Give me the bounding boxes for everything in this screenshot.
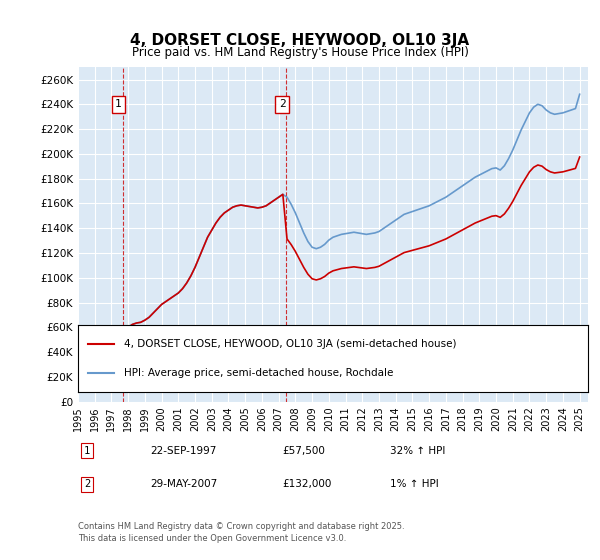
Text: 1: 1 <box>84 446 90 456</box>
Text: 2: 2 <box>279 99 286 109</box>
Text: 4, DORSET CLOSE, HEYWOOD, OL10 3JA: 4, DORSET CLOSE, HEYWOOD, OL10 3JA <box>130 32 470 48</box>
Text: 32% ↑ HPI: 32% ↑ HPI <box>390 446 445 456</box>
Text: Contains HM Land Registry data © Crown copyright and database right 2025.
This d: Contains HM Land Registry data © Crown c… <box>78 522 404 543</box>
Text: 4, DORSET CLOSE, HEYWOOD, OL10 3JA (semi-detached house): 4, DORSET CLOSE, HEYWOOD, OL10 3JA (semi… <box>124 339 457 349</box>
Text: £132,000: £132,000 <box>282 479 331 489</box>
Text: 1% ↑ HPI: 1% ↑ HPI <box>390 479 439 489</box>
Text: HPI: Average price, semi-detached house, Rochdale: HPI: Average price, semi-detached house,… <box>124 368 393 378</box>
Text: 22-SEP-1997: 22-SEP-1997 <box>150 446 217 456</box>
Text: 29-MAY-2007: 29-MAY-2007 <box>150 479 217 489</box>
Text: £57,500: £57,500 <box>282 446 325 456</box>
Text: 2: 2 <box>84 479 90 489</box>
Text: 1: 1 <box>115 99 122 109</box>
Text: Price paid vs. HM Land Registry's House Price Index (HPI): Price paid vs. HM Land Registry's House … <box>131 46 469 59</box>
